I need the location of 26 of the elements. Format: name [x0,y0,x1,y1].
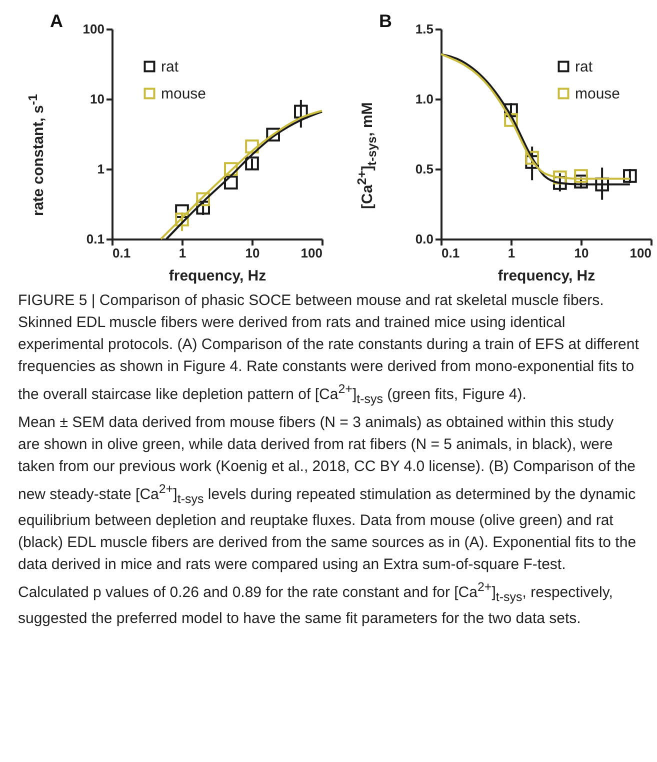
y-tick-label: 0.0 [415,232,434,246]
y-tick-label: 0.1 [86,232,104,246]
y-tick-label: 1.5 [415,22,434,36]
legend-label: mouse [575,86,620,102]
x-tick-label: 0.1 [112,246,131,260]
x-tick-label: 10 [245,246,260,260]
x-tick-label: 100 [630,246,652,260]
x-tick-label: 1 [178,246,186,260]
text: FIGURE 5 | Comparison of phasic SOCE between mouse and rat skeletal muscle fibers. Skinned EDL muscle fibers were derived from rats and trained mice using identical experimental protocols. (A) Comparison of the rate constants during a train of EFS at different frequencies as shown in Figure 4. Rate constants were derived from mono-exponential fits to the overall staircase like depletion pattern of [Ca$^{2+}$]$_{t-sys}$ (green fits, Figure 4). [18,292,639,406]
legend-label: rat [575,58,594,76]
chart-title: A [50,11,63,31]
chart-title: B [379,11,392,31]
y-tick-label: 1 [97,162,104,176]
x-tick-label: 1 [508,246,516,260]
y-tick-label: 0.5 [415,162,434,176]
y-tick-label: 1.0 [415,92,434,106]
x-axis-title: frequency, Hz [498,268,596,284]
x-tick-label: 0.1 [442,246,460,260]
x-tick-label: 100 [300,246,322,260]
y-tick-label: 10 [90,92,104,106]
legend-label: mouse [161,86,206,102]
y-tick-label: 100 [82,22,104,36]
x-tick-label: 10 [574,246,589,260]
text: Mean ± SEM data derived from mouse fibers (N = 3 animals) as obtained within this study are shown in olive green, while data derived from rat fibers (N = 5 animals, in black), were taken from our previous work (Koenig et al., 2018, CC BY 4.0 license). (B) Comparison of the new steady-state [Ca$^{2+}$]$_{t-sys}$ levels during repeated stimulation as determined by the dynamic equilibrium between depletion and reuptake fluxes. Data from mouse (olive green) and rat (black) EDL muscle fibers are derived from the same sources as in (A). Exponential fits to the data derived in mice and rats were compared using an Extra sum-of-square F-test. Calculated p values of 0.26 and 0.89 for the rate constant and for [Ca$^{2+}$]$_{t-sys}$, respectively, suggested the preferred model to have the same fit parameters for the two data sets. [18,414,636,627]
x-axis-title: frequency, Hz [168,268,266,284]
legend-label: rat [161,58,180,76]
